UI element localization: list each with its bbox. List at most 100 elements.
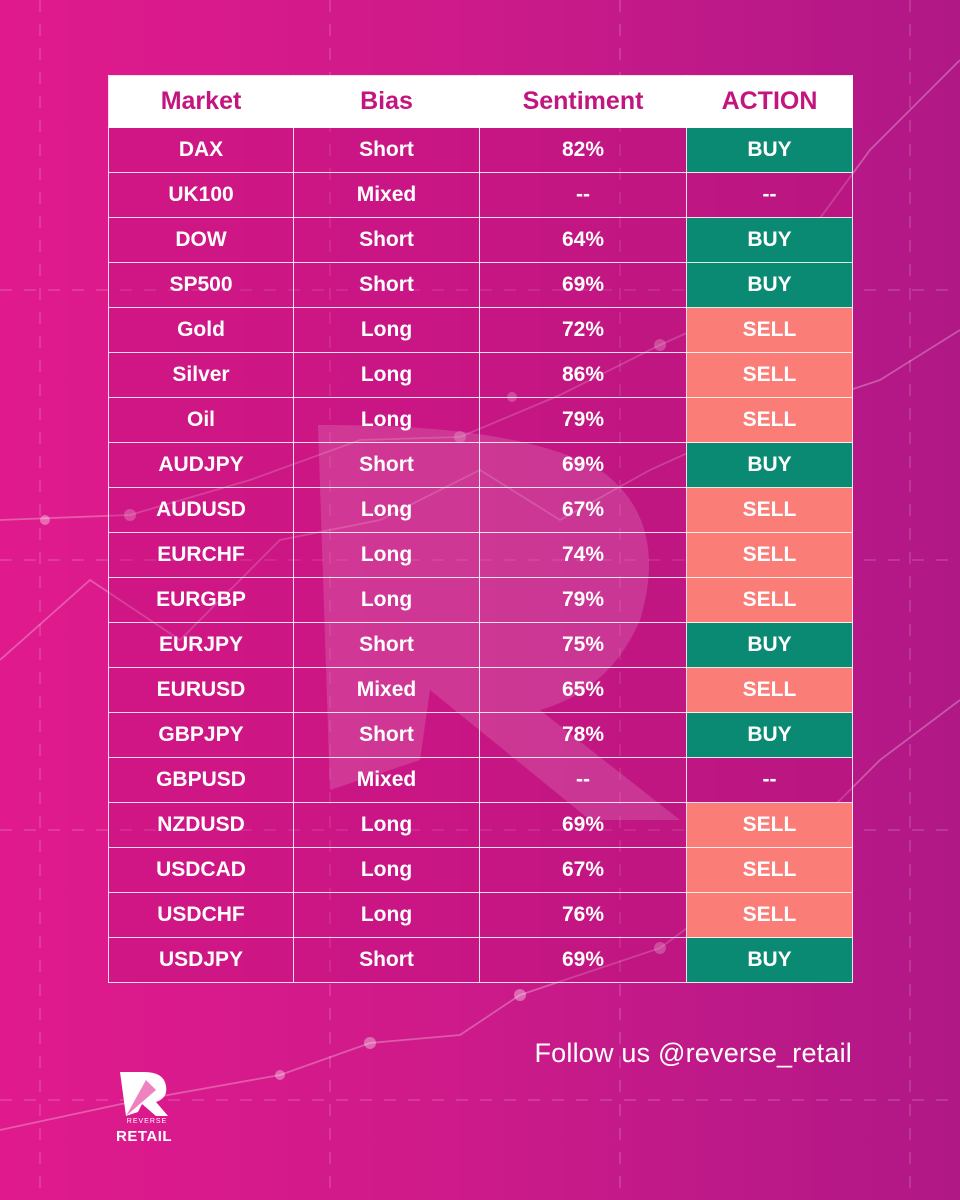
table-row: AUDJPY Short 69% BUY — [108, 442, 853, 488]
sentiment-cell: 76% — [479, 892, 687, 938]
market-cell: NZDUSD — [108, 802, 294, 848]
table-row: Oil Long 79% SELL — [108, 397, 853, 443]
action-cell: SELL — [686, 487, 853, 533]
table-row: DOW Short 64% BUY — [108, 217, 853, 263]
table-row: AUDUSD Long 67% SELL — [108, 487, 853, 533]
table-row: EURCHF Long 74% SELL — [108, 532, 853, 578]
action-cell: BUY — [686, 712, 853, 758]
follow-text: Follow us @reverse_retail — [534, 1038, 852, 1068]
sentiment-cell: 72% — [479, 307, 687, 353]
action-cell: BUY — [686, 937, 853, 983]
table-row: Gold Long 72% SELL — [108, 307, 853, 353]
table-row: USDCHF Long 76% SELL — [108, 892, 853, 938]
sentiment-cell: 64% — [479, 217, 687, 263]
header-action: ACTION — [686, 75, 853, 128]
table-row: GBPUSD Mixed -- -- — [108, 757, 853, 803]
sentiment-cell: 65% — [479, 667, 687, 713]
table-row: SP500 Short 69% BUY — [108, 262, 853, 308]
header-bias: Bias — [293, 75, 480, 128]
bias-cell: Long — [293, 487, 480, 533]
action-cell: SELL — [686, 532, 853, 578]
market-cell: GBPUSD — [108, 757, 294, 803]
sentiment-cell: 75% — [479, 622, 687, 668]
sentiment-table: Market Bias Sentiment ACTION DAX Short 82%… — [108, 75, 853, 983]
brand-logo: REVERSE RETAIL — [116, 1066, 178, 1148]
market-cell: EURGBP — [108, 577, 294, 623]
table-row: GBPJPY Short 78% BUY — [108, 712, 853, 758]
market-cell: UK100 — [108, 172, 294, 218]
table-row: UK100 Mixed -- -- — [108, 172, 853, 218]
sentiment-cell: 86% — [479, 352, 687, 398]
bias-cell: Short — [293, 712, 480, 758]
market-cell: Gold — [108, 307, 294, 353]
bias-cell: Mixed — [293, 757, 480, 803]
market-cell: Oil — [108, 397, 294, 443]
bias-cell: Mixed — [293, 667, 480, 713]
action-cell: BUY — [686, 442, 853, 488]
action-cell: SELL — [686, 352, 853, 398]
action-cell: SELL — [686, 577, 853, 623]
action-cell: SELL — [686, 397, 853, 443]
bias-cell: Long — [293, 847, 480, 893]
action-cell: -- — [686, 757, 853, 803]
sentiment-cell: 79% — [479, 577, 687, 623]
sentiment-cell: 79% — [479, 397, 687, 443]
table-row: DAX Short 82% BUY — [108, 127, 853, 173]
market-cell: EURCHF — [108, 532, 294, 578]
bias-cell: Short — [293, 622, 480, 668]
header-market: Market — [108, 75, 294, 128]
table-row: USDCAD Long 67% SELL — [108, 847, 853, 893]
bias-cell: Long — [293, 397, 480, 443]
sentiment-cell: 67% — [479, 847, 687, 893]
market-cell: GBPJPY — [108, 712, 294, 758]
bias-cell: Short — [293, 127, 480, 173]
r-arrow-logo-icon — [120, 1072, 168, 1116]
action-cell: SELL — [686, 667, 853, 713]
bias-cell: Long — [293, 352, 480, 398]
action-cell: -- — [686, 172, 853, 218]
table-row: Silver Long 86% SELL — [108, 352, 853, 398]
sentiment-cell: 82% — [479, 127, 687, 173]
market-cell: SP500 — [108, 262, 294, 308]
sentiment-cell: 69% — [479, 262, 687, 308]
sentiment-cell: 69% — [479, 802, 687, 848]
sentiment-cell: -- — [479, 757, 687, 803]
bias-cell: Short — [293, 442, 480, 488]
market-cell: USDCHF — [108, 892, 294, 938]
table-header-row: Market Bias Sentiment ACTION — [108, 75, 853, 128]
action-cell: BUY — [686, 262, 853, 308]
action-cell: SELL — [686, 802, 853, 848]
bias-cell: Long — [293, 802, 480, 848]
table-row: USDJPY Short 69% BUY — [108, 937, 853, 983]
action-cell: SELL — [686, 892, 853, 938]
market-cell: USDCAD — [108, 847, 294, 893]
market-cell: Silver — [108, 352, 294, 398]
header-sentiment: Sentiment — [479, 75, 687, 128]
market-cell: USDJPY — [108, 937, 294, 983]
action-cell: SELL — [686, 847, 853, 893]
sentiment-cell: 67% — [479, 487, 687, 533]
table-body: DAX Short 82% BUY UK100 Mixed -- -- DOW Short 64% B… — [108, 127, 853, 983]
bias-cell: Short — [293, 217, 480, 263]
action-cell: SELL — [686, 307, 853, 353]
market-cell: EURUSD — [108, 667, 294, 713]
sentiment-cell: 78% — [479, 712, 687, 758]
table-row: NZDUSD Long 69% SELL — [108, 802, 853, 848]
bias-cell: Mixed — [293, 172, 480, 218]
logo-word: RETAIL — [116, 1128, 173, 1145]
action-cell: BUY — [686, 127, 853, 173]
market-cell: EURJPY — [108, 622, 294, 668]
bias-cell: Long — [293, 532, 480, 578]
table-row: EURJPY Short 75% BUY — [108, 622, 853, 668]
bias-cell: Short — [293, 262, 480, 308]
sentiment-cell: -- — [479, 172, 687, 218]
table-row: EURUSD Mixed 65% SELL — [108, 667, 853, 713]
bias-cell: Short — [293, 937, 480, 983]
bias-cell: Long — [293, 577, 480, 623]
bias-cell: Long — [293, 307, 480, 353]
market-cell: AUDJPY — [108, 442, 294, 488]
sentiment-cell: 69% — [479, 937, 687, 983]
bias-cell: Long — [293, 892, 480, 938]
action-cell: BUY — [686, 217, 853, 263]
market-cell: DOW — [108, 217, 294, 263]
